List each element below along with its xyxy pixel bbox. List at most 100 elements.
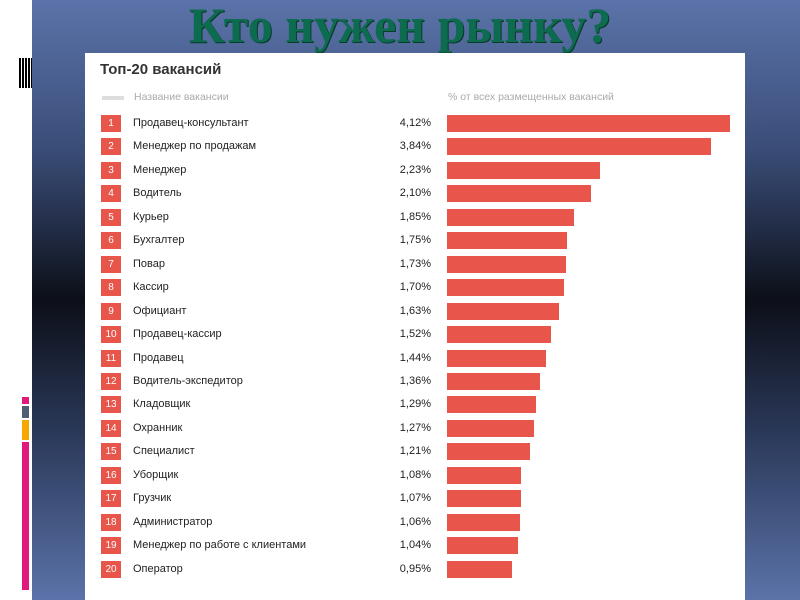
data-label: 1,73%: [399, 257, 431, 270]
slide-title: Кто нужен рынку?: [188, 0, 612, 53]
rank-badge: 12: [101, 372, 121, 390]
category-label: Продавец-консультант: [133, 117, 249, 129]
rank-badge: 15: [101, 443, 121, 461]
bar: [447, 490, 521, 508]
rank-badge: 14: [101, 419, 121, 437]
bar: [447, 326, 552, 344]
category-label: Администратор: [133, 515, 213, 528]
bar: [447, 443, 531, 461]
data-label: 1,52%: [399, 328, 431, 341]
bar: [447, 208, 575, 226]
bar: [447, 255, 566, 273]
category-label: Уборщик: [133, 468, 179, 481]
chart-row: 10 Продавец-кассир 1,52%: [85, 326, 745, 344]
chart-row: 5 Курьер 1,85%: [85, 208, 745, 227]
decorative-bar-orange: [22, 420, 29, 440]
rank-badge: 19: [101, 537, 121, 555]
rank-badge: 4: [101, 185, 121, 203]
bar: [447, 372, 541, 390]
chart-card: Топ-20 вакансий Название вакансии % от в…: [85, 53, 745, 600]
chart-title: Топ-20 вакансий: [100, 61, 222, 78]
category-label: Водитель-экспедитор: [133, 374, 243, 387]
data-label: 1,36%: [399, 374, 431, 387]
data-label: 1,75%: [399, 234, 431, 247]
category-label: Грузчик: [133, 492, 172, 505]
rank-badge: 18: [101, 513, 121, 531]
legend-swatch: [102, 96, 124, 100]
chart-row: 7 Повар 1,73%: [85, 255, 745, 274]
data-label: 1,27%: [399, 421, 431, 434]
rank-badge: 9: [101, 302, 121, 320]
rank-badge: 11: [101, 349, 121, 367]
rank-badge: 16: [101, 466, 121, 484]
data-label: 1,85%: [399, 210, 431, 223]
data-label: 1,04%: [399, 539, 431, 552]
chart-row: 6 Бухгалтер 1,75%: [85, 232, 745, 250]
chart-row: 18 Администратор 1,06%: [85, 513, 745, 532]
rank-badge: 5: [101, 208, 121, 226]
chart-row: 15 Специалист 1,21%: [85, 443, 745, 461]
chart-row: 11 Продавец 1,44%: [85, 349, 745, 368]
data-label: 2,10%: [399, 187, 431, 200]
bar: [447, 302, 559, 320]
data-label: 1,70%: [399, 281, 431, 294]
bar: [447, 185, 592, 203]
chart-row: 1 Продавец-консультант 4,12%: [85, 115, 745, 133]
category-label: Курьер: [133, 210, 169, 223]
rank-badge: 10: [101, 326, 121, 344]
data-label: 1,21%: [399, 445, 431, 458]
bar: [447, 419, 535, 437]
chart-row: 9 Официант 1,63%: [85, 302, 745, 321]
data-label: 1,44%: [399, 351, 431, 364]
bar: [447, 560, 513, 578]
rank-badge: 17: [101, 490, 121, 508]
chart-row: 8 Кассир 1,70%: [85, 279, 745, 297]
data-label: 1,06%: [399, 515, 431, 528]
category-label: Специалист: [133, 445, 195, 458]
category-label: Повар: [133, 257, 165, 270]
category-label: Водитель: [133, 187, 182, 200]
category-label: Менеджер по работе с клиентами: [133, 539, 307, 552]
chart-row: 2 Менеджер по продажам 3,84%: [85, 138, 745, 156]
column-header-percent: % от всех размещенных вакансий: [448, 91, 614, 103]
chart-row: 17 Грузчик 1,07%: [85, 490, 745, 508]
category-label: Бухгалтер: [133, 234, 185, 247]
bar: [447, 115, 730, 132]
chart-row: 20 Оператор 0,95%: [85, 560, 745, 579]
decorative-bar-pink: [22, 397, 29, 404]
category-label: Охранник: [133, 421, 183, 434]
rank-badge: 8: [101, 279, 121, 297]
category-label: Продавец: [133, 351, 184, 364]
bar: [447, 279, 564, 297]
chart-row: 14 Охранник 1,27%: [85, 419, 745, 438]
data-label: 2,23%: [399, 163, 431, 176]
bar: [447, 396, 536, 414]
category-label: Кладовщик: [133, 398, 191, 411]
data-label: 0,95%: [399, 562, 431, 575]
chart-row: 16 Уборщик 1,08%: [85, 466, 745, 485]
chart-row: 19 Менеджер по работе с клиентами 1,04%: [85, 537, 745, 555]
data-label: 1,29%: [399, 398, 431, 411]
bar: [447, 537, 519, 555]
bar: [447, 513, 520, 531]
bar: [447, 466, 522, 484]
decorative-bar-gray: [22, 406, 29, 418]
bar: [447, 161, 601, 179]
data-label: 3,84%: [399, 140, 431, 153]
category-label: Менеджер по продажам: [133, 140, 257, 153]
rank-badge: 7: [101, 255, 121, 273]
decorative-bar-pink-long: [22, 442, 29, 590]
rank-badge: 6: [101, 232, 121, 250]
bar: [447, 232, 568, 250]
category-label: Менеджер: [133, 163, 187, 176]
rank-badge: 2: [101, 138, 121, 156]
rank-badge: 3: [101, 161, 121, 179]
category-label: Оператор: [133, 562, 183, 575]
rank-badge: 13: [101, 396, 121, 414]
chart-row: 3 Менеджер 2,23%: [85, 161, 745, 180]
chart-row: 4 Водитель 2,10%: [85, 185, 745, 203]
bar: [447, 138, 711, 156]
category-label: Продавец-кассир: [133, 328, 222, 341]
chart-row: 13 Кладовщик 1,29%: [85, 396, 745, 414]
bar: [447, 349, 546, 367]
